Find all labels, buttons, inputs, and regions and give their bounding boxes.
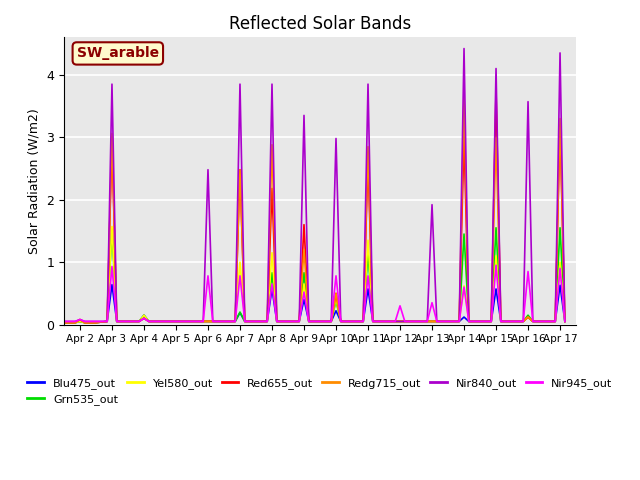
- Blu475_out: [316, 319, 323, 324]
- Nir945_out: [337, 319, 345, 324]
- Blu475_out: [273, 319, 280, 324]
- Yel580_out: [316, 319, 323, 324]
- Redg715_out: [268, 142, 276, 148]
- Nir945_out: [61, 319, 68, 324]
- Grn535_out: [492, 225, 500, 231]
- Nir945_out: [561, 319, 569, 324]
- Blu475_out: [108, 282, 116, 288]
- Line: Nir945_out: Nir945_out: [65, 265, 565, 322]
- Blu475_out: [135, 319, 143, 324]
- Nir945_out: [305, 319, 312, 324]
- Red655_out: [268, 186, 276, 192]
- Nir840_out: [337, 319, 345, 324]
- Red655_out: [380, 319, 387, 324]
- Grn535_out: [61, 320, 68, 325]
- Grn535_out: [124, 319, 131, 324]
- Nir945_out: [392, 319, 399, 324]
- Nir840_out: [561, 319, 569, 324]
- Red655_out: [561, 319, 569, 324]
- Red655_out: [337, 319, 345, 324]
- Grn535_out: [380, 319, 387, 324]
- Yel580_out: [348, 319, 355, 324]
- Grn535_out: [337, 319, 345, 324]
- Nir945_out: [268, 281, 276, 287]
- Blu475_out: [392, 319, 399, 324]
- Redg715_out: [124, 319, 131, 324]
- Redg715_out: [392, 319, 399, 324]
- Blu475_out: [561, 319, 569, 324]
- Nir840_out: [380, 319, 387, 324]
- Grn535_out: [561, 319, 569, 324]
- Nir840_out: [61, 319, 68, 324]
- Title: Reflected Solar Bands: Reflected Solar Bands: [229, 15, 411, 33]
- Grn535_out: [268, 270, 276, 276]
- Blu475_out: [348, 319, 355, 324]
- Nir840_out: [392, 319, 399, 324]
- Redg715_out: [460, 94, 468, 99]
- Nir945_out: [492, 263, 500, 268]
- Red655_out: [124, 319, 131, 324]
- Red655_out: [61, 320, 68, 325]
- Line: Yel580_out: Yel580_out: [65, 227, 565, 323]
- Line: Blu475_out: Blu475_out: [65, 285, 565, 323]
- Redg715_out: [561, 319, 569, 324]
- Nir840_out: [460, 46, 468, 51]
- Blu475_out: [61, 320, 68, 325]
- Redg715_out: [337, 319, 345, 324]
- Red655_out: [305, 319, 312, 324]
- Line: Grn535_out: Grn535_out: [65, 228, 565, 323]
- Nir945_out: [380, 319, 387, 324]
- Line: Nir840_out: Nir840_out: [65, 48, 565, 322]
- Red655_out: [492, 87, 500, 93]
- Redg715_out: [61, 320, 68, 325]
- Redg715_out: [305, 319, 312, 324]
- Line: Redg715_out: Redg715_out: [65, 96, 565, 323]
- Yel580_out: [392, 319, 399, 324]
- Redg715_out: [380, 319, 387, 324]
- Yel580_out: [396, 319, 404, 324]
- Text: SW_arable: SW_arable: [77, 47, 159, 60]
- Yel580_out: [135, 319, 143, 324]
- Nir840_out: [268, 81, 276, 87]
- Yel580_out: [61, 320, 68, 325]
- Legend: Blu475_out, Grn535_out, Yel580_out, Red655_out, Redg715_out, Nir840_out, Nir945_: Blu475_out, Grn535_out, Yel580_out, Red6…: [23, 373, 617, 409]
- Blu475_out: [396, 319, 404, 324]
- Red655_out: [392, 319, 399, 324]
- Yel580_out: [561, 319, 569, 324]
- Nir840_out: [124, 319, 131, 324]
- Y-axis label: Solar Radiation (W/m2): Solar Radiation (W/m2): [28, 108, 41, 254]
- Yel580_out: [273, 319, 280, 324]
- Nir840_out: [305, 319, 312, 324]
- Grn535_out: [392, 319, 399, 324]
- Line: Red655_out: Red655_out: [65, 90, 565, 323]
- Yel580_out: [108, 224, 116, 229]
- Nir945_out: [124, 319, 131, 324]
- Grn535_out: [305, 319, 312, 324]
